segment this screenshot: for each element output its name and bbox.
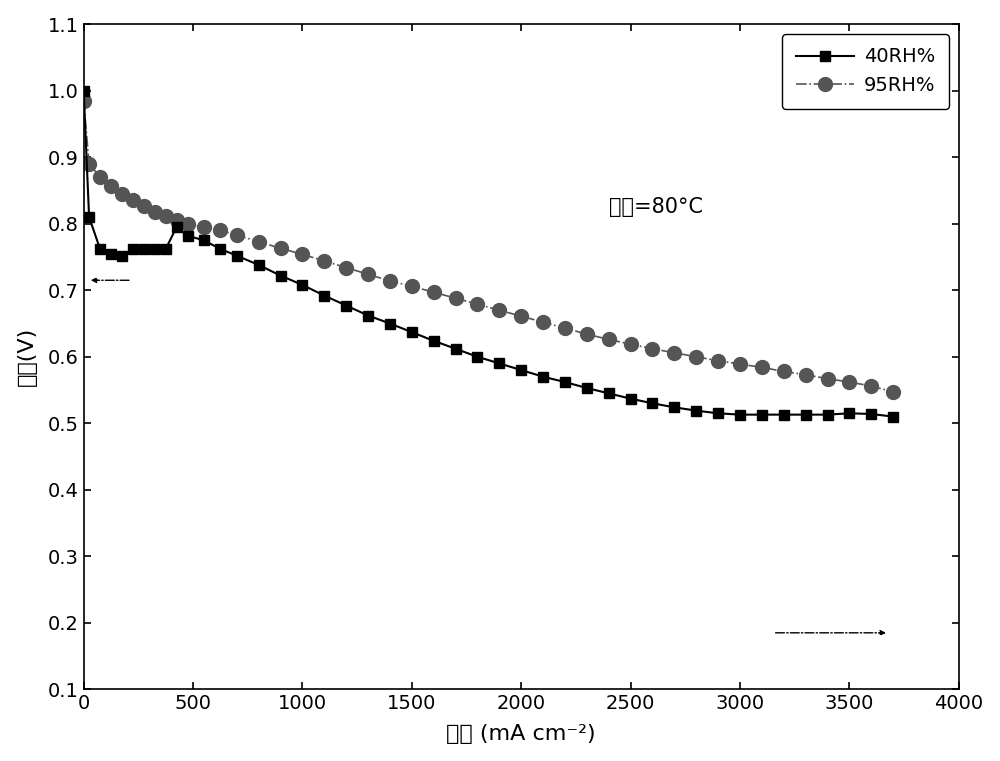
40RH% bbox=[127, 244, 139, 253]
95RH% bbox=[734, 359, 746, 368]
40RH% bbox=[384, 319, 396, 328]
95RH% bbox=[559, 323, 571, 333]
Legend: 40RH%, 95RH%: 40RH%, 95RH% bbox=[782, 34, 949, 109]
40RH% bbox=[712, 409, 724, 418]
40RH% bbox=[116, 251, 128, 260]
95RH% bbox=[149, 207, 161, 216]
95RH% bbox=[537, 317, 549, 326]
40RH% bbox=[668, 403, 680, 412]
40RH% bbox=[171, 222, 183, 231]
95RH% bbox=[865, 381, 877, 390]
40RH% bbox=[362, 311, 374, 320]
40RH% bbox=[865, 409, 877, 419]
X-axis label: 电流 (mA cm⁻²): 电流 (mA cm⁻²) bbox=[446, 724, 596, 744]
95RH% bbox=[822, 374, 834, 384]
40RH% bbox=[138, 244, 150, 253]
95RH% bbox=[94, 173, 106, 182]
95RH% bbox=[105, 182, 117, 191]
95RH% bbox=[78, 96, 90, 105]
40RH% bbox=[887, 412, 899, 421]
95RH% bbox=[340, 263, 352, 272]
95RH% bbox=[887, 387, 899, 396]
Line: 40RH%: 40RH% bbox=[79, 86, 898, 422]
40RH% bbox=[428, 336, 440, 345]
40RH% bbox=[581, 384, 593, 393]
40RH% bbox=[253, 260, 265, 269]
95RH% bbox=[171, 215, 183, 224]
Text: 温度=80°C: 温度=80°C bbox=[609, 197, 703, 217]
95RH% bbox=[253, 237, 265, 247]
40RH% bbox=[471, 352, 483, 361]
95RH% bbox=[450, 294, 462, 303]
95RH% bbox=[471, 300, 483, 309]
40RH% bbox=[78, 86, 90, 95]
40RH% bbox=[559, 377, 571, 387]
95RH% bbox=[160, 212, 172, 221]
40RH% bbox=[198, 236, 210, 245]
40RH% bbox=[83, 212, 95, 221]
95RH% bbox=[756, 363, 768, 372]
40RH% bbox=[182, 231, 194, 240]
95RH% bbox=[625, 339, 637, 349]
40RH% bbox=[160, 244, 172, 253]
95RH% bbox=[581, 330, 593, 339]
40RH% bbox=[149, 244, 161, 253]
40RH% bbox=[756, 410, 768, 419]
40RH% bbox=[822, 410, 834, 419]
95RH% bbox=[384, 276, 396, 285]
40RH% bbox=[603, 389, 615, 398]
40RH% bbox=[537, 372, 549, 381]
95RH% bbox=[318, 256, 330, 266]
95RH% bbox=[428, 288, 440, 297]
40RH% bbox=[646, 399, 658, 408]
40RH% bbox=[690, 406, 702, 416]
95RH% bbox=[800, 370, 812, 379]
40RH% bbox=[625, 394, 637, 403]
95RH% bbox=[493, 306, 505, 315]
95RH% bbox=[603, 335, 615, 344]
95RH% bbox=[138, 202, 150, 211]
Line: 95RH%: 95RH% bbox=[77, 94, 900, 399]
40RH% bbox=[296, 280, 308, 289]
95RH% bbox=[843, 377, 855, 387]
40RH% bbox=[231, 251, 243, 260]
40RH% bbox=[318, 291, 330, 300]
40RH% bbox=[214, 244, 226, 253]
40RH% bbox=[778, 410, 790, 419]
95RH% bbox=[182, 219, 194, 228]
95RH% bbox=[116, 189, 128, 199]
40RH% bbox=[800, 410, 812, 419]
95RH% bbox=[296, 250, 308, 259]
40RH% bbox=[275, 271, 287, 280]
95RH% bbox=[668, 349, 680, 358]
95RH% bbox=[231, 231, 243, 240]
95RH% bbox=[198, 222, 210, 231]
40RH% bbox=[94, 244, 106, 253]
95RH% bbox=[778, 367, 790, 376]
40RH% bbox=[515, 365, 527, 374]
40RH% bbox=[105, 249, 117, 258]
40RH% bbox=[406, 327, 418, 336]
95RH% bbox=[83, 159, 95, 168]
95RH% bbox=[406, 282, 418, 291]
95RH% bbox=[362, 269, 374, 279]
40RH% bbox=[843, 409, 855, 418]
Y-axis label: 电压(V): 电压(V) bbox=[17, 327, 37, 387]
40RH% bbox=[734, 410, 746, 419]
95RH% bbox=[515, 311, 527, 320]
95RH% bbox=[214, 226, 226, 235]
95RH% bbox=[275, 244, 287, 253]
40RH% bbox=[450, 344, 462, 353]
95RH% bbox=[127, 196, 139, 205]
95RH% bbox=[690, 352, 702, 361]
40RH% bbox=[340, 301, 352, 310]
95RH% bbox=[646, 344, 658, 353]
40RH% bbox=[493, 359, 505, 368]
95RH% bbox=[712, 356, 724, 365]
